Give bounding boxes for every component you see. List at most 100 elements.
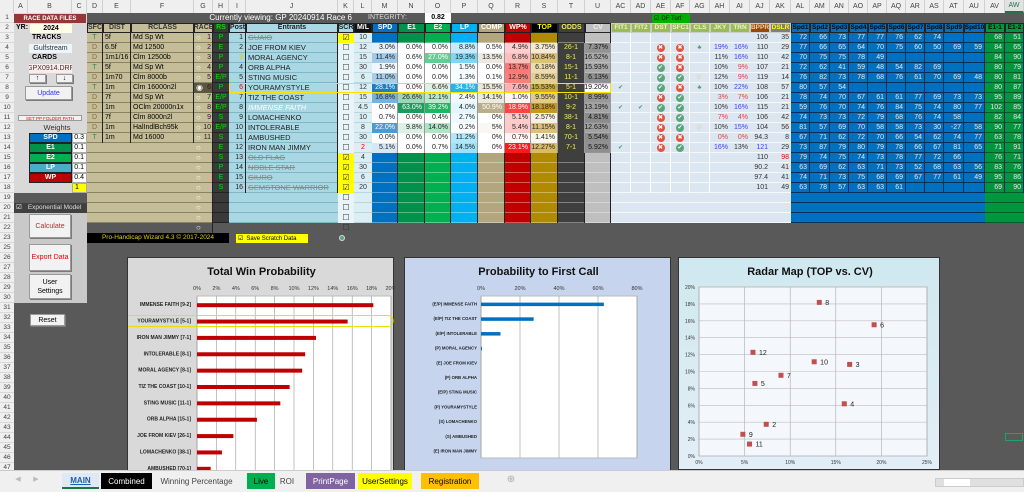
scratch-checkbox[interactable]: ☐ (338, 63, 354, 73)
column-header-I[interactable]: I (229, 0, 246, 13)
column-header-H[interactable]: H (213, 0, 229, 13)
row-header-46[interactable]: 46 (0, 453, 14, 463)
column-header-AN[interactable]: AN (830, 0, 849, 13)
scratch-checkbox[interactable]: ☐ (338, 73, 354, 83)
scroll-tabs-right-icon[interactable]: ▶ (33, 476, 39, 483)
row-header-28[interactable]: 28 (0, 273, 14, 283)
column-header-AQ[interactable]: AQ (887, 0, 906, 13)
race-radio-button[interactable]: ○ (194, 193, 213, 203)
column-header-AM[interactable]: AM (810, 0, 830, 13)
scratch-checkbox[interactable]: ☐ (338, 43, 354, 53)
column-header-R[interactable]: R (505, 0, 531, 13)
column-header-O[interactable]: O (425, 0, 451, 13)
scroll-tabs-left-icon[interactable]: ◀ (15, 476, 21, 483)
race-radio-button[interactable]: ◉ 6 (194, 83, 213, 93)
column-header-AI[interactable]: AI (730, 0, 750, 13)
column-header-AE[interactable]: AE (651, 0, 671, 13)
column-header-AK[interactable]: AK (770, 0, 791, 13)
year-field[interactable]: 2024 (30, 24, 72, 33)
race-radio-button[interactable]: ○ 1 (194, 33, 213, 43)
card-field[interactable]: GPX0914.DRF (29, 64, 72, 73)
add-sheet-icon[interactable]: ⊕ (506, 474, 516, 485)
next-file-button[interactable]: ↓ (56, 74, 73, 83)
race-radio-button[interactable]: ○ 8 (194, 103, 213, 113)
row-header-7[interactable]: 7 (0, 73, 14, 83)
row-header-33[interactable]: 33 (0, 323, 14, 333)
column-header-Q[interactable]: Q (478, 0, 505, 13)
column-header-AU[interactable]: AU (964, 0, 985, 13)
calculate-button[interactable]: Calculate (29, 214, 71, 238)
row-header-13[interactable]: 13 (0, 133, 14, 143)
column-header-S[interactable]: S (531, 0, 558, 13)
scratch-checkbox[interactable]: ☑ (338, 33, 354, 43)
column-header-AJ[interactable]: AJ (750, 0, 770, 13)
row-header-26[interactable]: 26 (0, 253, 14, 263)
column-header-AR[interactable]: AR (906, 0, 925, 13)
scratch-checkbox[interactable]: ☐ (338, 53, 354, 63)
scratch-checkbox[interactable]: ☑ (338, 163, 354, 173)
column-header-K[interactable]: K (338, 0, 354, 13)
race-radio-button[interactable]: ○ (194, 223, 213, 233)
sheet-tab-main[interactable]: MAIN (62, 473, 99, 489)
row-header-9[interactable]: 9 (0, 93, 14, 103)
row-header-6[interactable]: 6 (0, 63, 14, 73)
column-header-AW[interactable]: AW (1005, 0, 1024, 13)
row-header-44[interactable]: 44 (0, 433, 14, 443)
row-header-25[interactable]: 25 (0, 243, 14, 253)
column-header-B[interactable]: B (28, 0, 72, 13)
race-radio-button[interactable]: ○ (194, 213, 213, 223)
scratch-checkbox[interactable]: ☐ (338, 223, 354, 233)
row-header-23[interactable]: 23 (0, 233, 14, 243)
race-radio-button[interactable]: ○ 11 (194, 133, 213, 143)
column-header-A[interactable]: A (14, 0, 28, 13)
row-header-32[interactable]: 32 (0, 313, 14, 323)
column-header-AO[interactable]: AO (849, 0, 868, 13)
race-radio-button[interactable]: ○ (194, 163, 213, 173)
sheet-tab-roi[interactable]: ROI (279, 476, 295, 486)
column-header-AF[interactable]: AF (671, 0, 690, 13)
row-header-43[interactable]: 43 (0, 423, 14, 433)
row-header-17[interactable]: 17 (0, 173, 14, 183)
scratch-checkbox[interactable]: ☐ (338, 103, 354, 113)
row-header-4[interactable]: 4 (0, 43, 14, 53)
race-radio-button[interactable]: ○ 7 (194, 93, 213, 103)
prev-file-button[interactable]: ↑ (29, 74, 46, 83)
row-header-18[interactable]: 18 (0, 183, 14, 193)
race-data-files-button[interactable]: RACE DATA FILES (14, 14, 86, 23)
column-header-F[interactable]: F (131, 0, 194, 13)
row-header-34[interactable]: 34 (0, 333, 14, 343)
column-header-AG[interactable]: AG (690, 0, 710, 13)
column-header-M[interactable]: M (372, 0, 398, 13)
race-radio-button[interactable]: ○ (194, 153, 213, 163)
column-header-G[interactable]: G (194, 0, 213, 13)
race-radio-button[interactable]: ○ 5 (194, 73, 213, 83)
row-header-30[interactable]: 30 (0, 293, 14, 303)
select-all-corner[interactable] (0, 0, 14, 13)
row-header-16[interactable]: 16 (0, 163, 14, 173)
scratch-checkbox[interactable]: ☐ (338, 93, 354, 103)
row-header-41[interactable]: 41 (0, 403, 14, 413)
column-header-AT[interactable]: AT (944, 0, 964, 13)
scratch-checkbox[interactable]: ☐ (338, 193, 354, 203)
column-header-AD[interactable]: AD (631, 0, 651, 13)
sheet-tab-printpage[interactable]: PrintPage (306, 473, 355, 489)
row-header-31[interactable]: 31 (0, 303, 14, 313)
scratch-checkbox[interactable]: ☐ (338, 143, 354, 153)
column-header-U[interactable]: U (585, 0, 611, 13)
row-header-35[interactable]: 35 (0, 343, 14, 353)
row-header-36[interactable]: 36 (0, 353, 14, 363)
track-field[interactable]: Gulfstream (29, 44, 72, 53)
sheet-tab-registration[interactable]: Registration (421, 473, 479, 489)
export-data-button[interactable]: Export Data (29, 244, 71, 271)
column-header-C[interactable]: C (72, 0, 87, 13)
row-header-27[interactable]: 27 (0, 263, 14, 273)
race-radio-button[interactable]: ○ (194, 203, 213, 213)
weight-value-e1[interactable]: 0.1 (72, 143, 87, 153)
scratch-checkbox[interactable]: ☑ (338, 153, 354, 163)
weight-value-lp[interactable]: 0.1 (72, 163, 87, 173)
scratch-checkbox[interactable]: ☐ (338, 83, 354, 93)
column-header-L[interactable]: L (354, 0, 372, 13)
column-header-N[interactable]: N (398, 0, 425, 13)
save-scratch-checkbox[interactable]: ☑ Save Scratch Data (236, 234, 308, 243)
column-header-AC[interactable]: AC (611, 0, 631, 13)
